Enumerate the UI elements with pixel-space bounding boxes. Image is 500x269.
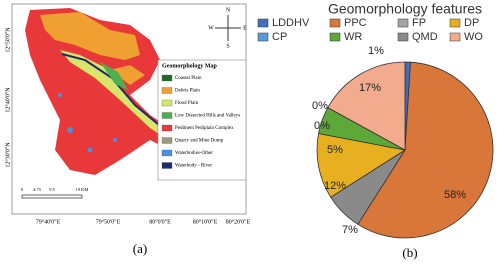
legend-label: QMD bbox=[412, 31, 438, 43]
scale-label: 19 KM bbox=[76, 187, 89, 192]
data-label: 1% bbox=[368, 45, 384, 57]
data-label: 58% bbox=[444, 189, 466, 201]
legend-label: WO bbox=[464, 31, 483, 43]
caption: (a) bbox=[133, 241, 147, 256]
map-legend-title: Geomorphology Map bbox=[162, 63, 217, 69]
legend-swatch bbox=[397, 18, 409, 28]
map-legend-box bbox=[157, 59, 247, 181]
legend-label: PPC bbox=[344, 17, 367, 29]
compass-label: E bbox=[243, 25, 247, 31]
map-legend-label: Waterbodies-Other bbox=[175, 151, 213, 156]
lat-label: 12°50'0"N bbox=[4, 27, 11, 53]
lon-label: 79°50'0"E bbox=[96, 218, 121, 225]
map-legend-swatch bbox=[161, 74, 173, 82]
legend-label: LDDHV bbox=[272, 17, 310, 29]
data-label: 7% bbox=[342, 224, 358, 236]
map-legend-swatch bbox=[161, 112, 173, 119]
map-legend-label: Flood Plain bbox=[175, 101, 199, 106]
lon-label: 80°0'0"E bbox=[149, 218, 171, 225]
compass-label: N bbox=[226, 7, 231, 13]
map-legend-swatch bbox=[161, 87, 173, 94]
map-legend-label: Debris Plain bbox=[175, 89, 200, 94]
data-label: 12% bbox=[324, 180, 346, 192]
pie-slice bbox=[357, 61, 494, 239]
lon-label: 79°40'0"E bbox=[36, 218, 61, 225]
scale-bar bbox=[21, 194, 83, 199]
compass-label: S bbox=[226, 43, 229, 49]
lon-label: 80°10'0"E bbox=[193, 218, 218, 225]
legend-swatch bbox=[449, 18, 461, 28]
legend-swatch bbox=[397, 32, 409, 42]
lat-label: 12°40'0"N bbox=[4, 87, 11, 113]
legend-swatch bbox=[449, 32, 461, 42]
map-legend-swatch bbox=[161, 149, 173, 157]
map-legend-label: Low Dissected Hills and Valleys bbox=[175, 114, 240, 119]
scale-label: 0 bbox=[21, 187, 24, 192]
chart-title: Geomorphology features bbox=[328, 1, 482, 17]
lat-label: 12°30'0"N bbox=[4, 142, 11, 168]
caption: (b) bbox=[402, 245, 417, 260]
legend-swatch bbox=[329, 32, 341, 42]
legend-swatch bbox=[257, 18, 269, 28]
scale-label: 9.5 bbox=[49, 187, 55, 192]
legend-label: WR bbox=[344, 31, 362, 43]
pie-slice bbox=[327, 61, 406, 151]
data-label: 17% bbox=[359, 82, 381, 94]
compass bbox=[215, 15, 241, 41]
map-legend-swatch bbox=[161, 124, 173, 132]
legend-label: CP bbox=[272, 31, 287, 43]
legend-swatch bbox=[329, 18, 341, 28]
compass-label: W bbox=[208, 25, 214, 31]
map-legend-label: Waterbody - River bbox=[175, 164, 212, 169]
map-legend-swatch bbox=[161, 137, 173, 144]
map-legend-label: Quarry and Mine Dump bbox=[175, 139, 224, 144]
data-label: 5% bbox=[327, 144, 343, 156]
legend-swatch bbox=[257, 32, 269, 42]
legend-label: DP bbox=[464, 17, 479, 29]
pie-slice bbox=[316, 133, 407, 198]
scale-label: 4.75 bbox=[33, 187, 42, 192]
map-legend-swatch bbox=[161, 99, 173, 107]
data-label: 0% bbox=[314, 120, 330, 132]
legend-label: FP bbox=[412, 17, 426, 29]
map-legend-swatch bbox=[161, 162, 173, 169]
map-legend-label: Coastal Plain bbox=[175, 76, 202, 81]
map-legend-label: Pediment Pediplain Complex bbox=[175, 126, 234, 131]
data-label: 0% bbox=[312, 100, 328, 112]
lon-label: 80°20'0"E bbox=[226, 218, 251, 225]
